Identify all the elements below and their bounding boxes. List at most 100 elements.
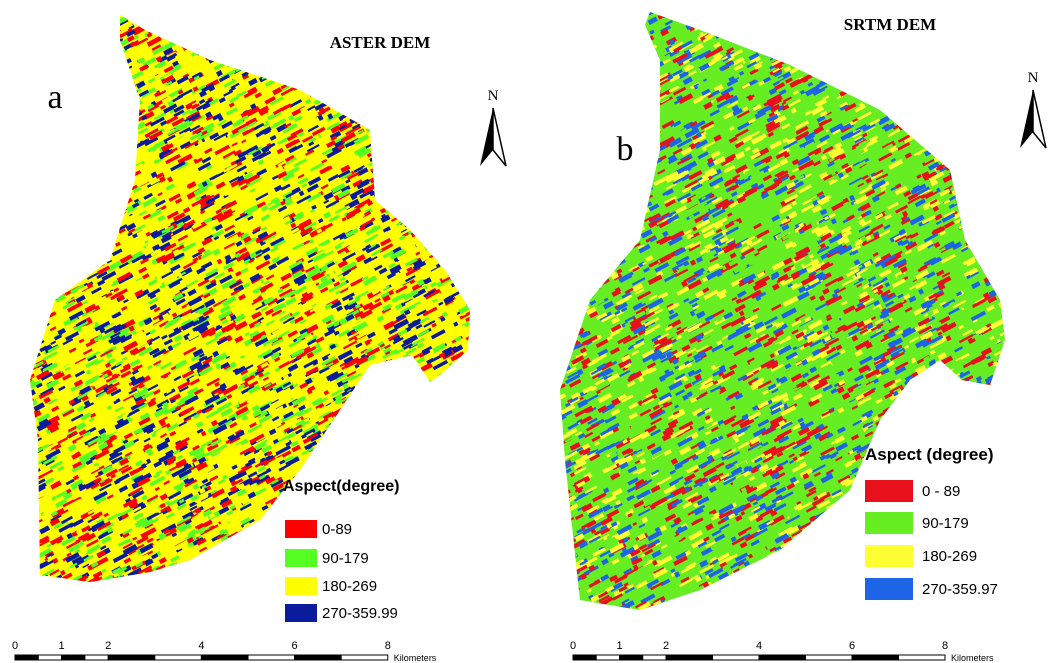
raster-cell	[447, 126, 456, 132]
raster-cell	[417, 200, 427, 207]
raster-cell	[21, 224, 33, 232]
raster-cell	[401, 472, 415, 481]
raster-cell	[472, 432, 486, 441]
raster-cell	[424, 159, 430, 164]
raster-cell	[464, 78, 480, 89]
raster-cell	[375, 154, 383, 159]
raster-cell	[207, 10, 214, 16]
raster-cell	[321, 92, 336, 103]
raster-cell	[408, 453, 423, 464]
raster-cell	[467, 274, 483, 285]
raster-cell	[461, 218, 468, 224]
raster-cell	[313, 20, 321, 27]
raster-cell	[359, 502, 374, 512]
raster-cell	[474, 493, 481, 498]
raster-cell	[50, 198, 59, 206]
raster-cell	[326, 459, 336, 467]
raster-cell	[116, 205, 126, 213]
raster-cell	[204, 579, 214, 586]
raster-cell	[466, 253, 477, 262]
raster-cell	[406, 554, 414, 561]
raster-cell	[21, 284, 29, 290]
raster-cell	[423, 65, 430, 71]
raster-cell	[435, 58, 442, 64]
raster-cell	[440, 134, 447, 141]
raster-cell	[370, 465, 378, 471]
raster-cell	[226, 58, 238, 68]
raster-cell	[298, 60, 305, 66]
raster-cell	[47, 22, 52, 26]
raster-cell	[357, 91, 366, 97]
raster-cell	[461, 21, 473, 30]
raster-cell	[24, 270, 32, 277]
raster-cell	[195, 39, 207, 47]
raster-cell	[449, 392, 464, 403]
raster-cell	[419, 415, 432, 424]
raster-cell	[207, 560, 216, 567]
raster-cell	[91, 65, 105, 74]
raster-cell	[472, 523, 482, 532]
raster-cell	[469, 529, 479, 537]
raster-cell	[262, 514, 277, 524]
raster-cell	[373, 561, 379, 566]
raster-cell	[79, 268, 88, 274]
raster-cell	[462, 514, 477, 525]
raster-cell	[384, 528, 390, 533]
raster-cell	[409, 542, 417, 548]
raster-cell	[424, 584, 435, 593]
raster-cell	[371, 87, 382, 95]
raster-cell	[382, 99, 391, 107]
raster-cell	[33, 583, 45, 591]
raster-cell	[343, 429, 352, 437]
raster-cell	[395, 144, 400, 148]
raster-cell	[419, 56, 429, 64]
raster-cell	[83, 248, 93, 256]
raster-cell	[309, 13, 321, 21]
raster-cell	[454, 414, 468, 424]
raster-cell	[23, 238, 31, 243]
raster-cell	[455, 254, 469, 263]
raster-cell	[351, 104, 358, 109]
raster-cell	[424, 87, 435, 96]
raster-cell	[178, 579, 192, 588]
raster-cell	[50, 172, 57, 178]
raster-cell	[417, 427, 424, 434]
raster-cell	[424, 500, 433, 507]
raster-cell	[82, 244, 87, 248]
raster-cell	[432, 91, 446, 101]
raster-cell	[415, 461, 424, 467]
raster-cell	[476, 210, 485, 218]
raster-cell	[451, 236, 457, 240]
raster-cell	[316, 57, 323, 63]
raster-cell	[228, 9, 238, 16]
raster-cell	[445, 125, 457, 133]
raster-cell	[423, 529, 435, 538]
raster-cell	[429, 172, 442, 182]
raster-cell	[102, 8, 109, 14]
raster-cell	[415, 168, 429, 178]
raster-cell	[64, 139, 79, 150]
raster-cell	[464, 528, 472, 534]
raster-cell	[27, 495, 33, 500]
raster-cell	[390, 386, 402, 394]
raster-cell	[291, 71, 298, 78]
raster-cell	[436, 495, 446, 502]
raster-cell	[411, 213, 418, 219]
raster-cell	[222, 48, 231, 56]
raster-cell	[438, 519, 445, 524]
raster-cell	[34, 535, 40, 540]
raster-cell	[444, 549, 459, 559]
raster-cell	[351, 453, 364, 462]
raster-cell	[227, 577, 236, 584]
raster-cell	[23, 362, 32, 369]
raster-cell	[81, 129, 97, 140]
raster-cell	[461, 191, 476, 202]
raster-cell	[388, 174, 400, 183]
raster-cell	[265, 26, 271, 31]
raster-cell	[33, 224, 41, 231]
raster-cell	[260, 557, 274, 566]
raster-cell	[94, 18, 107, 26]
raster-cell	[432, 133, 446, 143]
raster-cell	[460, 392, 466, 397]
raster-cell	[64, 52, 78, 61]
